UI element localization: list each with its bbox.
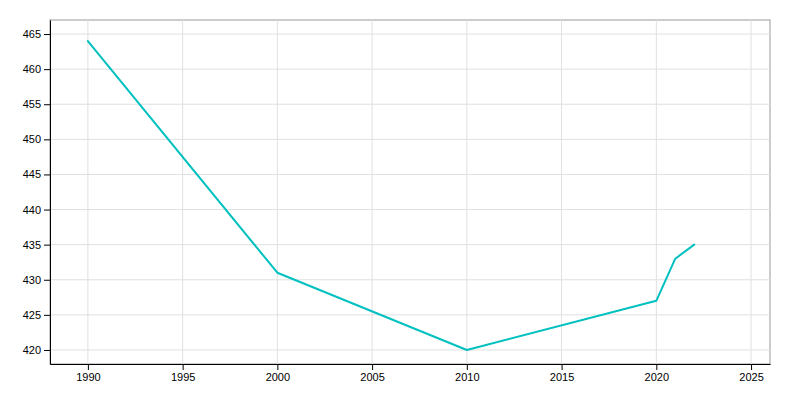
- line: [88, 41, 694, 350]
- grid-line-x: [466, 20, 467, 364]
- tick-label: 445: [23, 168, 41, 180]
- tick-label: 465: [23, 28, 41, 40]
- grid-line-y: [50, 349, 770, 350]
- tick: 465: [23, 28, 50, 40]
- tick-mark: [88, 364, 89, 370]
- tick: 460: [23, 63, 50, 75]
- tick-label: 420: [23, 344, 41, 356]
- grid-line-x: [277, 20, 278, 364]
- tick: 440: [23, 204, 50, 216]
- tick-mark: [44, 139, 50, 140]
- tick-mark: [44, 245, 50, 246]
- tick: 2025: [739, 364, 763, 383]
- grid-line-y: [50, 279, 770, 280]
- tick-label: 2020: [645, 371, 669, 383]
- grid-line-y: [50, 104, 770, 105]
- tick-label: 2025: [739, 371, 763, 383]
- tick-label: 2000: [266, 371, 290, 383]
- tick-label: 440: [23, 204, 41, 216]
- grid-line-y: [50, 314, 770, 315]
- tick-mark: [44, 350, 50, 351]
- grid-line-x: [656, 20, 657, 364]
- grid-line-y: [50, 174, 770, 175]
- grid-line-y: [50, 209, 770, 210]
- tick-label: 2005: [360, 371, 384, 383]
- tick-label: 450: [23, 133, 41, 145]
- tick-mark: [44, 174, 50, 175]
- tick-mark: [44, 104, 50, 105]
- tick: 435: [23, 239, 50, 251]
- grid-line-y: [50, 34, 770, 35]
- tick: 445: [23, 168, 50, 180]
- tick: 1990: [76, 364, 100, 383]
- tick-label: 435: [23, 239, 41, 251]
- tick: 2015: [550, 364, 574, 383]
- grid-line-x: [182, 20, 183, 364]
- tick-mark: [44, 69, 50, 70]
- tick-label: 430: [23, 274, 41, 286]
- grid-line-y: [50, 139, 770, 140]
- x-axis: 1990 1995 2000 2005 2010 2015 2020 2025: [51, 364, 771, 383]
- tick-label: 455: [23, 98, 41, 110]
- tick-mark: [467, 364, 468, 370]
- tick-label: 425: [23, 309, 41, 321]
- tick-label: 1995: [171, 371, 195, 383]
- y-axis: 420 425 430 435 440 445 450 455 460 465: [23, 21, 51, 365]
- plot-frame: [50, 20, 770, 364]
- tick: 1995: [171, 364, 195, 383]
- axis-line: [51, 364, 771, 365]
- tick-mark: [183, 364, 184, 370]
- tick: 2005: [360, 364, 384, 383]
- tick-label: 460: [23, 63, 41, 75]
- tick-mark: [562, 364, 563, 370]
- tick: 420: [23, 344, 50, 356]
- tick-mark: [44, 280, 50, 281]
- tick-mark: [44, 315, 50, 316]
- grid-line-x: [87, 20, 88, 364]
- tick-mark: [44, 210, 50, 211]
- grid-line-x: [561, 20, 562, 364]
- tick: 2000: [266, 364, 290, 383]
- tick-mark: [656, 364, 657, 370]
- grid: [50, 20, 770, 364]
- tick-mark: [277, 364, 278, 370]
- grid-line-y: [50, 244, 770, 245]
- tick-mark: [751, 364, 752, 370]
- tick-label: 2010: [455, 371, 479, 383]
- tick: 430: [23, 274, 50, 286]
- grid-line-x: [751, 20, 752, 364]
- chart-container: 1990 1995 2000 2005 2010 2015 2020 2025 420 425 43…: [0, 0, 800, 400]
- tick: 2010: [455, 364, 479, 383]
- grid-line-y: [50, 69, 770, 70]
- axis-line: [50, 21, 51, 365]
- tick-label: 1990: [76, 371, 100, 383]
- tick-label: 2015: [550, 371, 574, 383]
- plot-area: 1990 1995 2000 2005 2010 2015 2020 2025 420 425 43…: [23, 20, 771, 383]
- tick: 455: [23, 98, 50, 110]
- chart-svg: 1990 1995 2000 2005 2010 2015 2020 2025 420 425 43…: [0, 0, 800, 400]
- marks: [88, 41, 694, 350]
- tick: 450: [23, 133, 50, 145]
- tick-mark: [372, 364, 373, 370]
- tick-mark: [44, 34, 50, 35]
- tick: 2020: [645, 364, 669, 383]
- tick: 425: [23, 309, 50, 321]
